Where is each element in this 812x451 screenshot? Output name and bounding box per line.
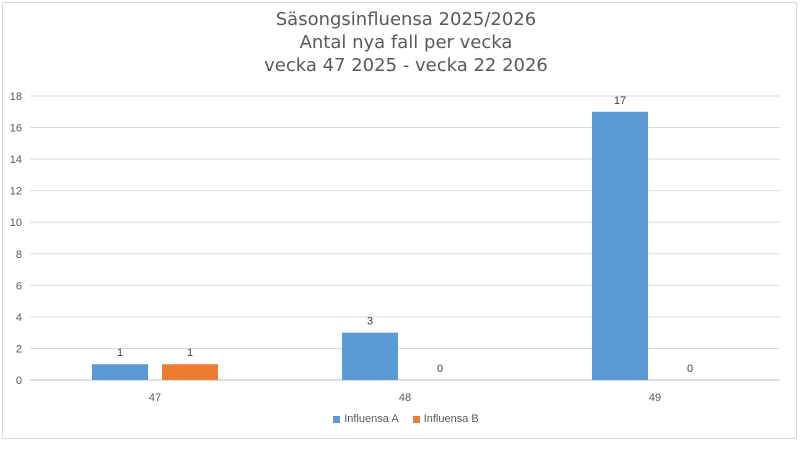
chart-title-line-1: Säsongsinfluensa 2025/2026 [275,9,537,30]
y-tick-label: 8 [16,249,22,261]
legend-swatch-influensa-b [412,415,420,423]
x-tick-label: 49 [649,392,661,404]
x-tick-label: 48 [399,392,411,404]
bar [162,364,218,380]
y-tick-label: 14 [10,154,22,166]
y-tick-label: 16 [10,123,22,135]
y-tick-label: 12 [10,186,22,198]
legend-label-influensa-a: Influensa A [344,413,399,425]
data-label: 1 [117,347,123,359]
legend-item-influensa-a: Influensa A [333,413,399,425]
legend-item-influensa-b: Influensa B [412,413,479,425]
legend-label-influensa-b: Influensa B [423,413,479,425]
y-tick-label: 2 [16,343,22,355]
y-tick-label: 0 [16,375,22,387]
x-tick-label: 47 [149,392,161,404]
y-tick-label: 10 [10,217,22,229]
legend-swatch-influensa-a [333,415,341,423]
chart-title-line-2: Antal nya fall per vecka [299,32,513,53]
data-label: 17 [614,95,626,107]
bar [342,332,398,380]
chart-title: Säsongsinfluensa 2025/2026 Antal nya fal… [0,8,812,77]
chart-title-line-3: vecka 47 2025 - vecka 22 2026 [264,55,548,76]
y-tick-label: 4 [16,312,22,324]
y-tick-label: 18 [10,91,22,103]
data-label: 0 [437,363,443,375]
data-label: 1 [187,347,193,359]
data-label: 0 [687,363,693,375]
y-tick-label: 6 [16,280,22,292]
legend: Influensa A Influensa B [0,413,812,425]
data-label: 3 [367,316,373,328]
bar [92,364,148,380]
bar [592,111,648,381]
